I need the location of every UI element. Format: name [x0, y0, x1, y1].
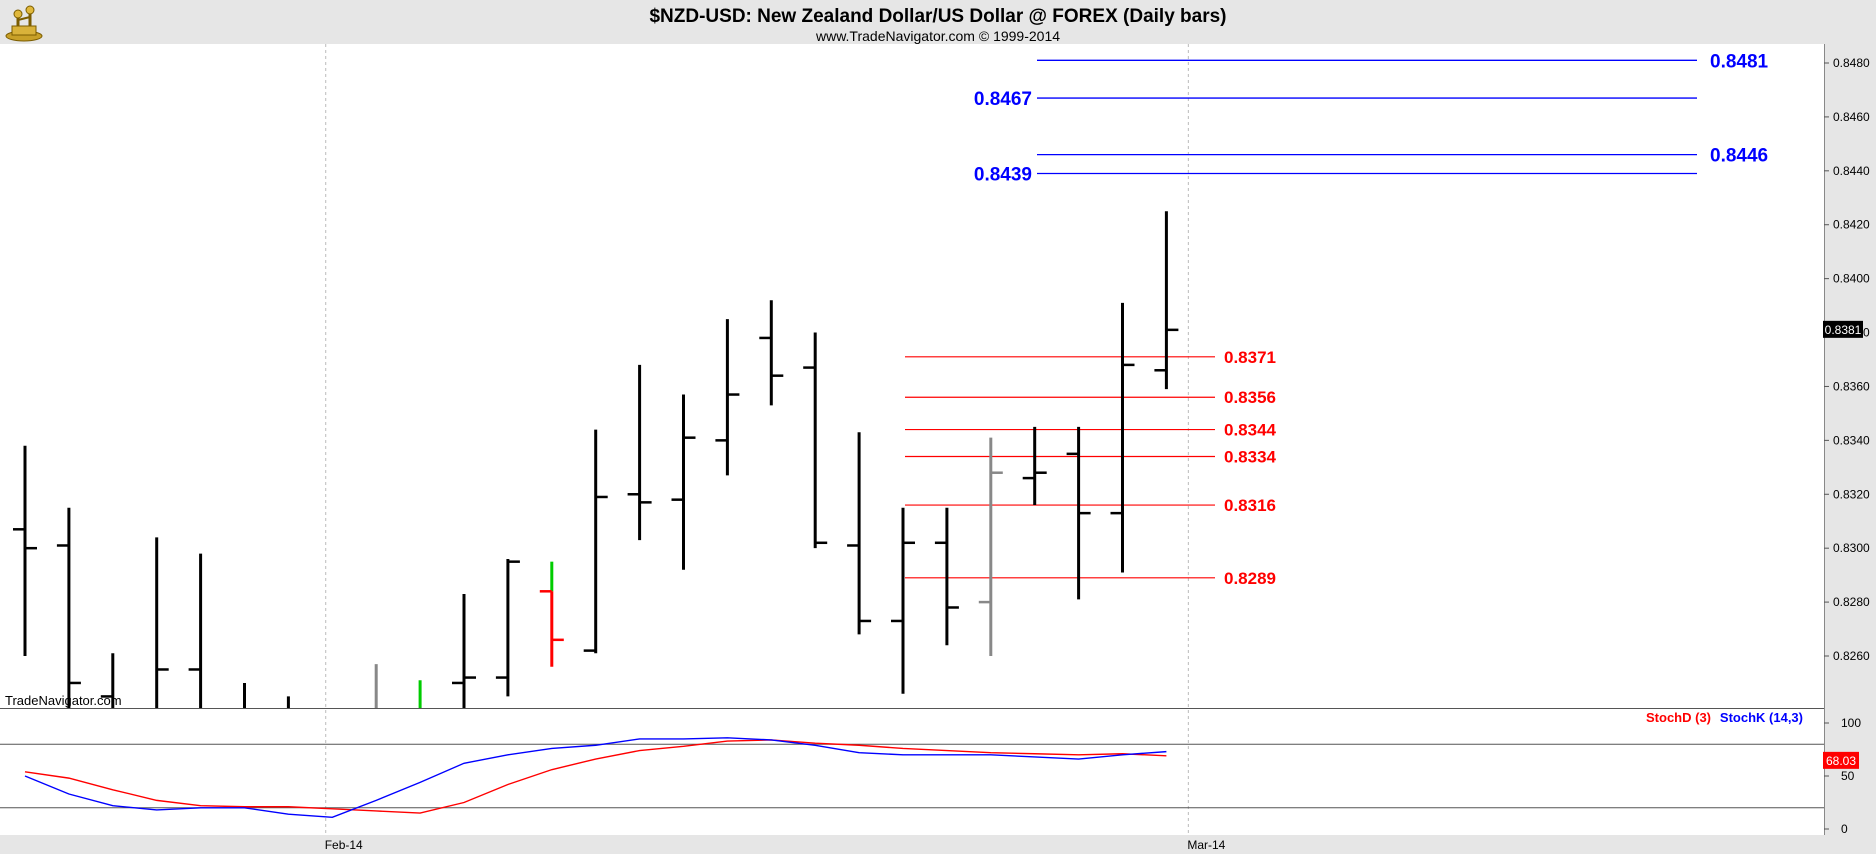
stochd-line	[24, 739, 1167, 814]
y-tick-label: 0.8420	[1833, 218, 1870, 232]
chart-title: $NZD-USD: New Zealand Dollar/US Dollar @…	[649, 6, 1226, 27]
resistance-label: 0.8439	[974, 165, 1032, 186]
ohlc-bar	[100, 653, 115, 708]
ohlc-bar	[495, 558, 520, 697]
y-tick-label: 0.8460	[1833, 110, 1870, 124]
support-label: 0.8289	[1224, 569, 1276, 588]
ohlc-bar	[188, 553, 203, 708]
ohlc-bar	[583, 429, 608, 654]
ohlc-bar	[1110, 302, 1135, 573]
watermark: TradeNavigator.com	[5, 693, 122, 708]
price-panel	[0, 44, 1824, 708]
ohlc-bar	[715, 319, 740, 476]
y-tick-label: 0.8320	[1833, 487, 1870, 501]
y-tick-label: 0.8280	[1833, 595, 1870, 609]
y-tick-label: 0.8260	[1833, 649, 1870, 663]
support-label: 0.8316	[1224, 496, 1276, 515]
legend-stochk: StochK (14,3)	[1720, 710, 1803, 725]
y-tick-label: 0.8480	[1833, 56, 1870, 70]
ohlc-bar	[13, 445, 37, 656]
x-tick-label: Feb-14	[325, 838, 363, 852]
resistance-label: 0.8467	[974, 89, 1032, 110]
ohlc-bar	[1022, 426, 1047, 506]
x-tick-label: Mar-14	[1187, 838, 1225, 852]
y-tick-label: 0.8300	[1833, 541, 1870, 555]
last-price-badge	[1823, 320, 1863, 338]
ohlc-bar	[803, 332, 828, 549]
ohlc-bar	[978, 437, 1003, 656]
ohlc-bar	[418, 680, 422, 708]
stochastic-panel	[0, 709, 1824, 835]
ohlc-bar	[627, 364, 652, 541]
stoch-tick-label: 50	[1841, 769, 1855, 783]
ohlc-bar	[759, 300, 784, 406]
ohlc-bar	[243, 682, 246, 708]
ohlc-bar	[56, 507, 81, 708]
y-tick-label: 0.8360	[1833, 379, 1870, 393]
legend-stochd: StochD (3)	[1646, 710, 1711, 725]
ohlc-bar	[155, 537, 169, 708]
ohlc-bar	[286, 696, 290, 708]
chart-subtitle: www.TradeNavigator.com © 1999-2014	[815, 28, 1060, 44]
resistance-label: 0.8446	[1710, 146, 1768, 167]
last-stoch-badge	[1823, 751, 1859, 769]
y-tick-label: 0.8340	[1833, 433, 1870, 447]
support-label: 0.8334	[1224, 448, 1277, 467]
ohlc-bar	[847, 432, 872, 635]
ohlc-bar	[671, 394, 696, 570]
ohlc-bar	[374, 664, 378, 708]
last-price-label: 0.8381	[1825, 323, 1862, 337]
gold-figures-logo-icon	[5, 5, 43, 42]
stoch-tick-label: 100	[1841, 716, 1861, 730]
ohlc-bar	[452, 594, 476, 708]
ohlc-bar	[539, 561, 564, 667]
support-label: 0.8344	[1224, 421, 1277, 440]
ohlc-bar	[891, 507, 915, 694]
support-label: 0.8356	[1224, 388, 1276, 407]
stoch-tick-label: 0	[1841, 822, 1848, 836]
stochk-line	[24, 737, 1167, 819]
y-tick-label: 0.8400	[1833, 272, 1870, 286]
ohlc-bar	[1154, 211, 1179, 390]
last-stoch-label: 68.03	[1826, 754, 1856, 768]
ohlc-bar	[934, 507, 959, 646]
y-tick-label: 0.8440	[1833, 164, 1870, 178]
support-label: 0.8371	[1224, 348, 1276, 367]
ohlc-bar	[1066, 426, 1091, 600]
resistance-label: 0.8481	[1710, 51, 1769, 72]
